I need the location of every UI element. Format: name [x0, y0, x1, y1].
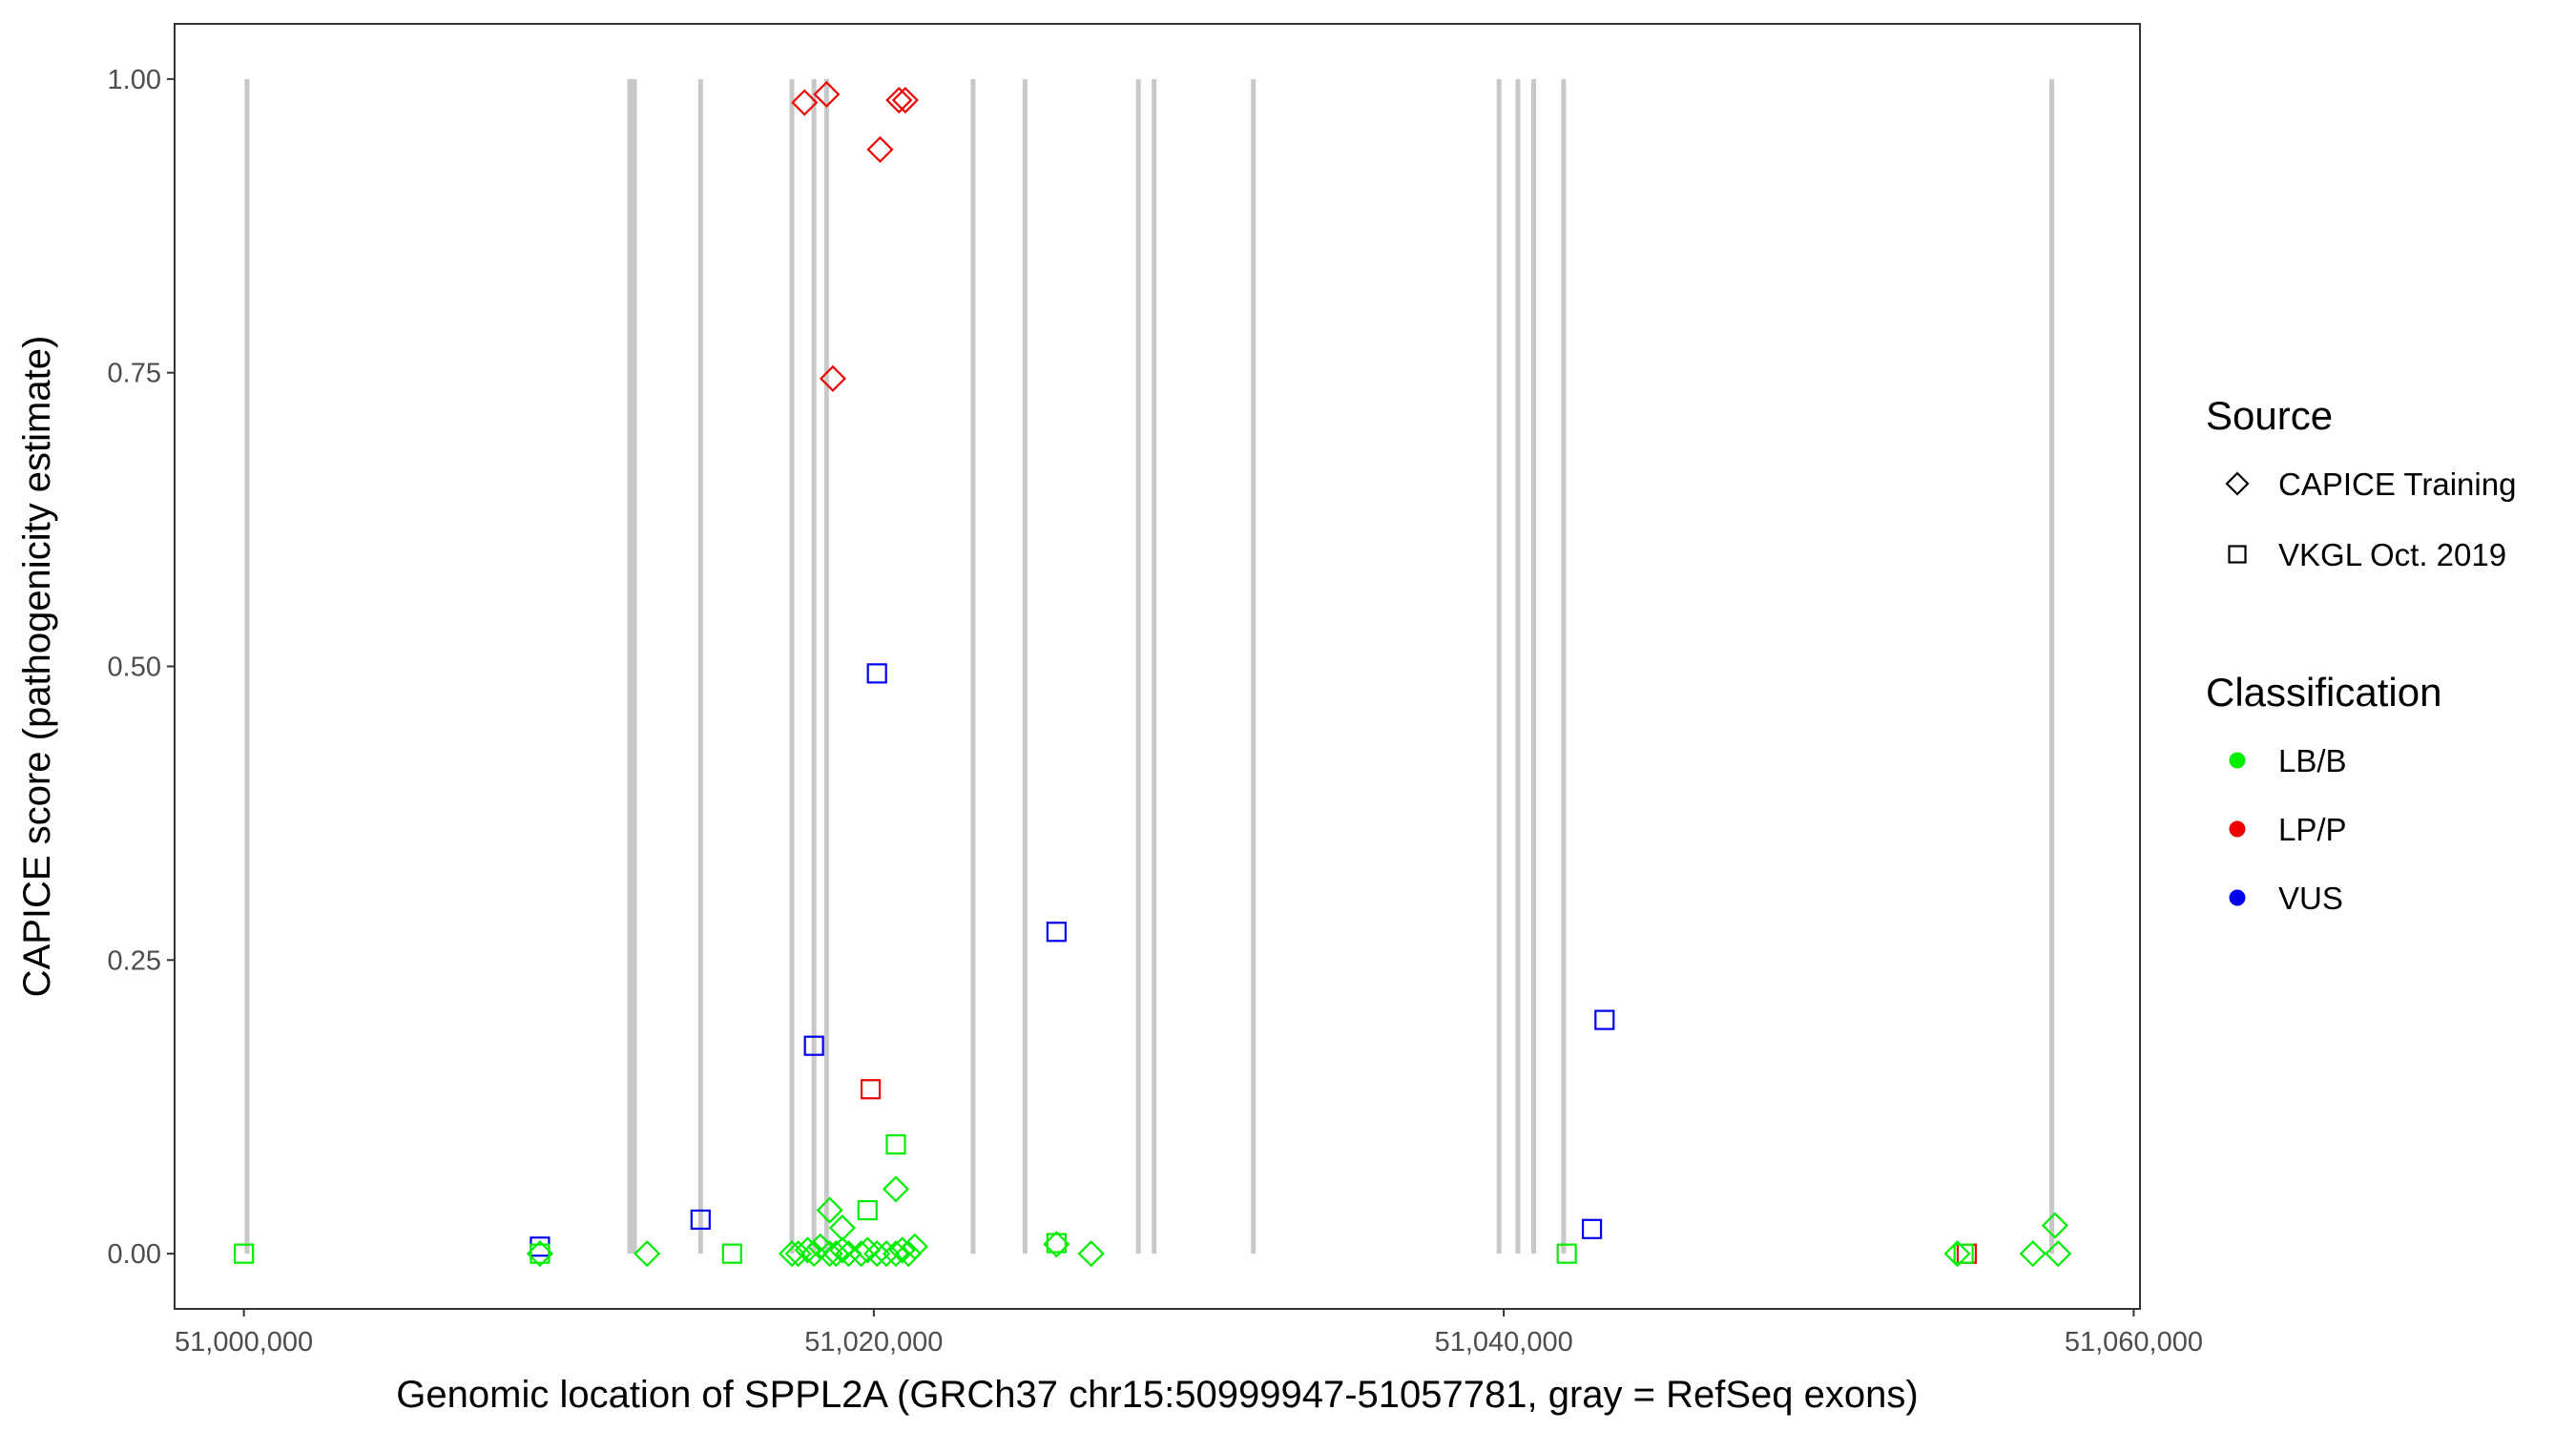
data-point: [778, 1240, 806, 1268]
x-tick-label: 51,020,000: [804, 1327, 943, 1358]
data-point: [1046, 1233, 1067, 1254]
data-point: [888, 1236, 916, 1264]
y-axis-title: CAPICE score (pathogenicity estimate): [16, 336, 58, 998]
x-axis-title: Genomic location of SPPL2A (GRCh37 chr15…: [396, 1374, 1918, 1416]
data-point: [901, 1233, 928, 1260]
data-point: [813, 80, 841, 108]
x-tick-label: 51,060,000: [2065, 1327, 2203, 1358]
data-point: [816, 1196, 843, 1224]
data-point: [863, 1240, 891, 1268]
plot-panel-border: [174, 23, 2141, 1310]
legend-source-label: CAPICE Training: [2278, 467, 2516, 502]
data-point: [2045, 1240, 2072, 1268]
y-tick-label: 0.50: [108, 653, 161, 683]
legend-class-label: VUS: [2278, 881, 2343, 916]
data-point: [866, 663, 887, 684]
x-tick-label: 51,040,000: [1435, 1327, 1573, 1358]
data-point: [1943, 1240, 1971, 1268]
y-tick-label: 0.00: [108, 1239, 161, 1270]
legend-source-label: VKGL Oct. 2019: [2278, 537, 2506, 572]
data-point: [854, 1236, 882, 1264]
data-point: [2019, 1240, 2046, 1268]
legend-key-dot: [2229, 820, 2246, 838]
y-tick-label: 0.25: [108, 945, 161, 976]
y-tick-label: 1.00: [108, 65, 161, 95]
data-point: [1077, 1240, 1105, 1268]
data-point: [803, 1035, 824, 1056]
data-point: [634, 1240, 661, 1268]
legend-classification-title: Classification: [2206, 670, 2441, 715]
data-points: [234, 80, 2072, 1268]
data-point: [1043, 1231, 1070, 1258]
legend-key-dot: [2229, 752, 2246, 769]
data-point: [885, 86, 913, 114]
data-point: [530, 1243, 551, 1264]
legend-key-diamond: [2225, 471, 2250, 496]
data-point: [1594, 1009, 1615, 1030]
data-point: [526, 1240, 554, 1268]
data-point: [882, 1175, 910, 1203]
data-point: [882, 1240, 910, 1268]
data-point: [721, 1243, 742, 1264]
data-point: [873, 1240, 901, 1268]
axes: 0.00 0.25 0.50 0.75 1.00 51,000,000 51,020,000…: [108, 65, 2203, 1358]
data-point: [1953, 1243, 1974, 1264]
data-point: [1581, 1218, 1603, 1239]
data-point: [1046, 922, 1067, 943]
x-tick-label: 51,000,000: [175, 1327, 313, 1358]
data-point: [866, 135, 894, 163]
y-tick-label: 0.75: [108, 359, 161, 389]
data-point: [885, 1134, 906, 1155]
data-point: [819, 364, 847, 392]
legend-source-title: Source: [2206, 393, 2333, 438]
legend-key-dot: [2229, 889, 2246, 906]
data-point: [816, 1240, 843, 1268]
data-point: [891, 86, 919, 114]
exon-lines: [244, 78, 2055, 1255]
data-point: [794, 1236, 821, 1264]
data-point: [2041, 1212, 2068, 1239]
data-point: [822, 1240, 850, 1268]
data-point: [860, 1079, 882, 1100]
data-point: [234, 1243, 255, 1264]
data-point: [1556, 1243, 1577, 1264]
data-point: [828, 1236, 856, 1264]
legend-class-label: LB/B: [2278, 743, 2347, 778]
data-point: [895, 1240, 923, 1268]
data-point: [828, 1213, 856, 1242]
legend-key-square: [2228, 545, 2247, 564]
data-point: [690, 1209, 711, 1231]
data-point: [791, 89, 819, 116]
legend: Source Classification CAPICE Training VKG…: [2206, 393, 2516, 916]
legend-class-label: LP/P: [2278, 812, 2347, 847]
data-point: [857, 1199, 878, 1221]
